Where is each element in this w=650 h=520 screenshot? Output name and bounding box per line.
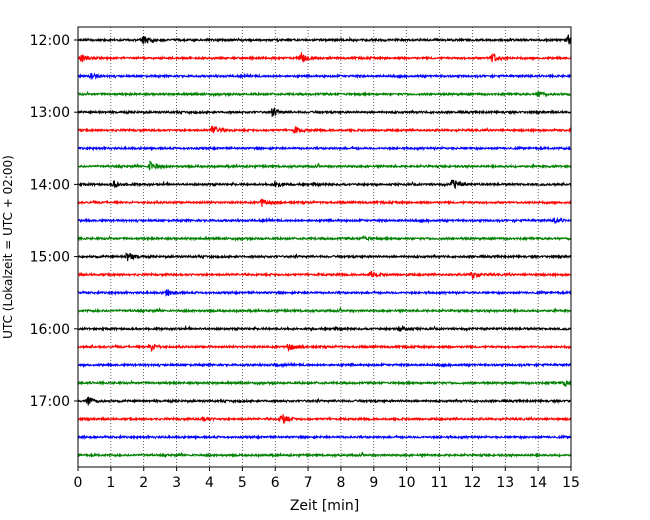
x-tick-label: 10 — [398, 475, 416, 491]
trace-0 — [77, 34, 572, 45]
trace-13 — [77, 270, 572, 280]
x-tick-label: 1 — [106, 475, 115, 491]
trace-23 — [77, 451, 572, 459]
y-tick-label: 13:00 — [30, 105, 70, 121]
grid-lines — [110, 27, 539, 467]
trace-12 — [77, 251, 572, 262]
trace-2 — [77, 72, 572, 80]
trace-21 — [77, 414, 572, 425]
trace-18 — [77, 361, 572, 369]
x-tick-label: 8 — [336, 475, 345, 491]
x-tick-label: 11 — [431, 475, 449, 491]
trace-22 — [77, 433, 572, 441]
trace-8 — [77, 179, 572, 189]
x-tick-label: 14 — [529, 475, 547, 491]
y-tick-label: 12:00 — [30, 33, 70, 49]
trace-group — [77, 34, 572, 459]
x-tick-label: 4 — [205, 475, 214, 491]
trace-3 — [77, 90, 572, 98]
trace-16 — [77, 324, 572, 333]
x-tick-label: 13 — [496, 475, 514, 491]
trace-15 — [77, 306, 572, 314]
y-tick-label: 15:00 — [30, 250, 70, 266]
x-tick-label: 7 — [304, 475, 313, 491]
x-tick-label: 6 — [271, 475, 280, 491]
trace-10 — [77, 216, 572, 225]
y-tick-label: 16:00 — [30, 322, 70, 338]
x-axis: 0 1 2 3 4 5 6 7 8 9 10 11 12 13 14 15 — [74, 467, 580, 491]
trace-11 — [77, 234, 572, 242]
trace-4 — [77, 106, 572, 117]
x-tick-label: 3 — [172, 475, 181, 491]
trace-7 — [77, 160, 572, 171]
x-tick-label: 5 — [238, 475, 247, 491]
trace-5 — [77, 124, 572, 134]
y-tick-label: 17:00 — [30, 394, 70, 410]
y-tick-label: 14:00 — [30, 177, 70, 193]
x-tick-label: 9 — [369, 475, 378, 491]
y-axis: 12:00 13:00 14:00 15:00 16:00 17:00 — [30, 33, 78, 410]
x-tick-label: 0 — [74, 475, 83, 491]
y-axis-label: UTC (Lokalzeit = UTC + 02:00) — [1, 155, 15, 339]
trace-1 — [77, 52, 572, 63]
trace-9 — [77, 198, 572, 207]
trace-17 — [77, 343, 572, 353]
trace-19 — [77, 379, 572, 388]
trace-20 — [77, 396, 572, 406]
plot-frame — [77, 26, 572, 468]
trace-6 — [77, 145, 572, 152]
x-axis-label: Zeit [min] — [290, 498, 359, 514]
x-tick-label: 2 — [139, 475, 148, 491]
x-tick-label: 12 — [463, 475, 481, 491]
x-tick-label: 15 — [562, 475, 580, 491]
trace-14 — [77, 289, 572, 298]
